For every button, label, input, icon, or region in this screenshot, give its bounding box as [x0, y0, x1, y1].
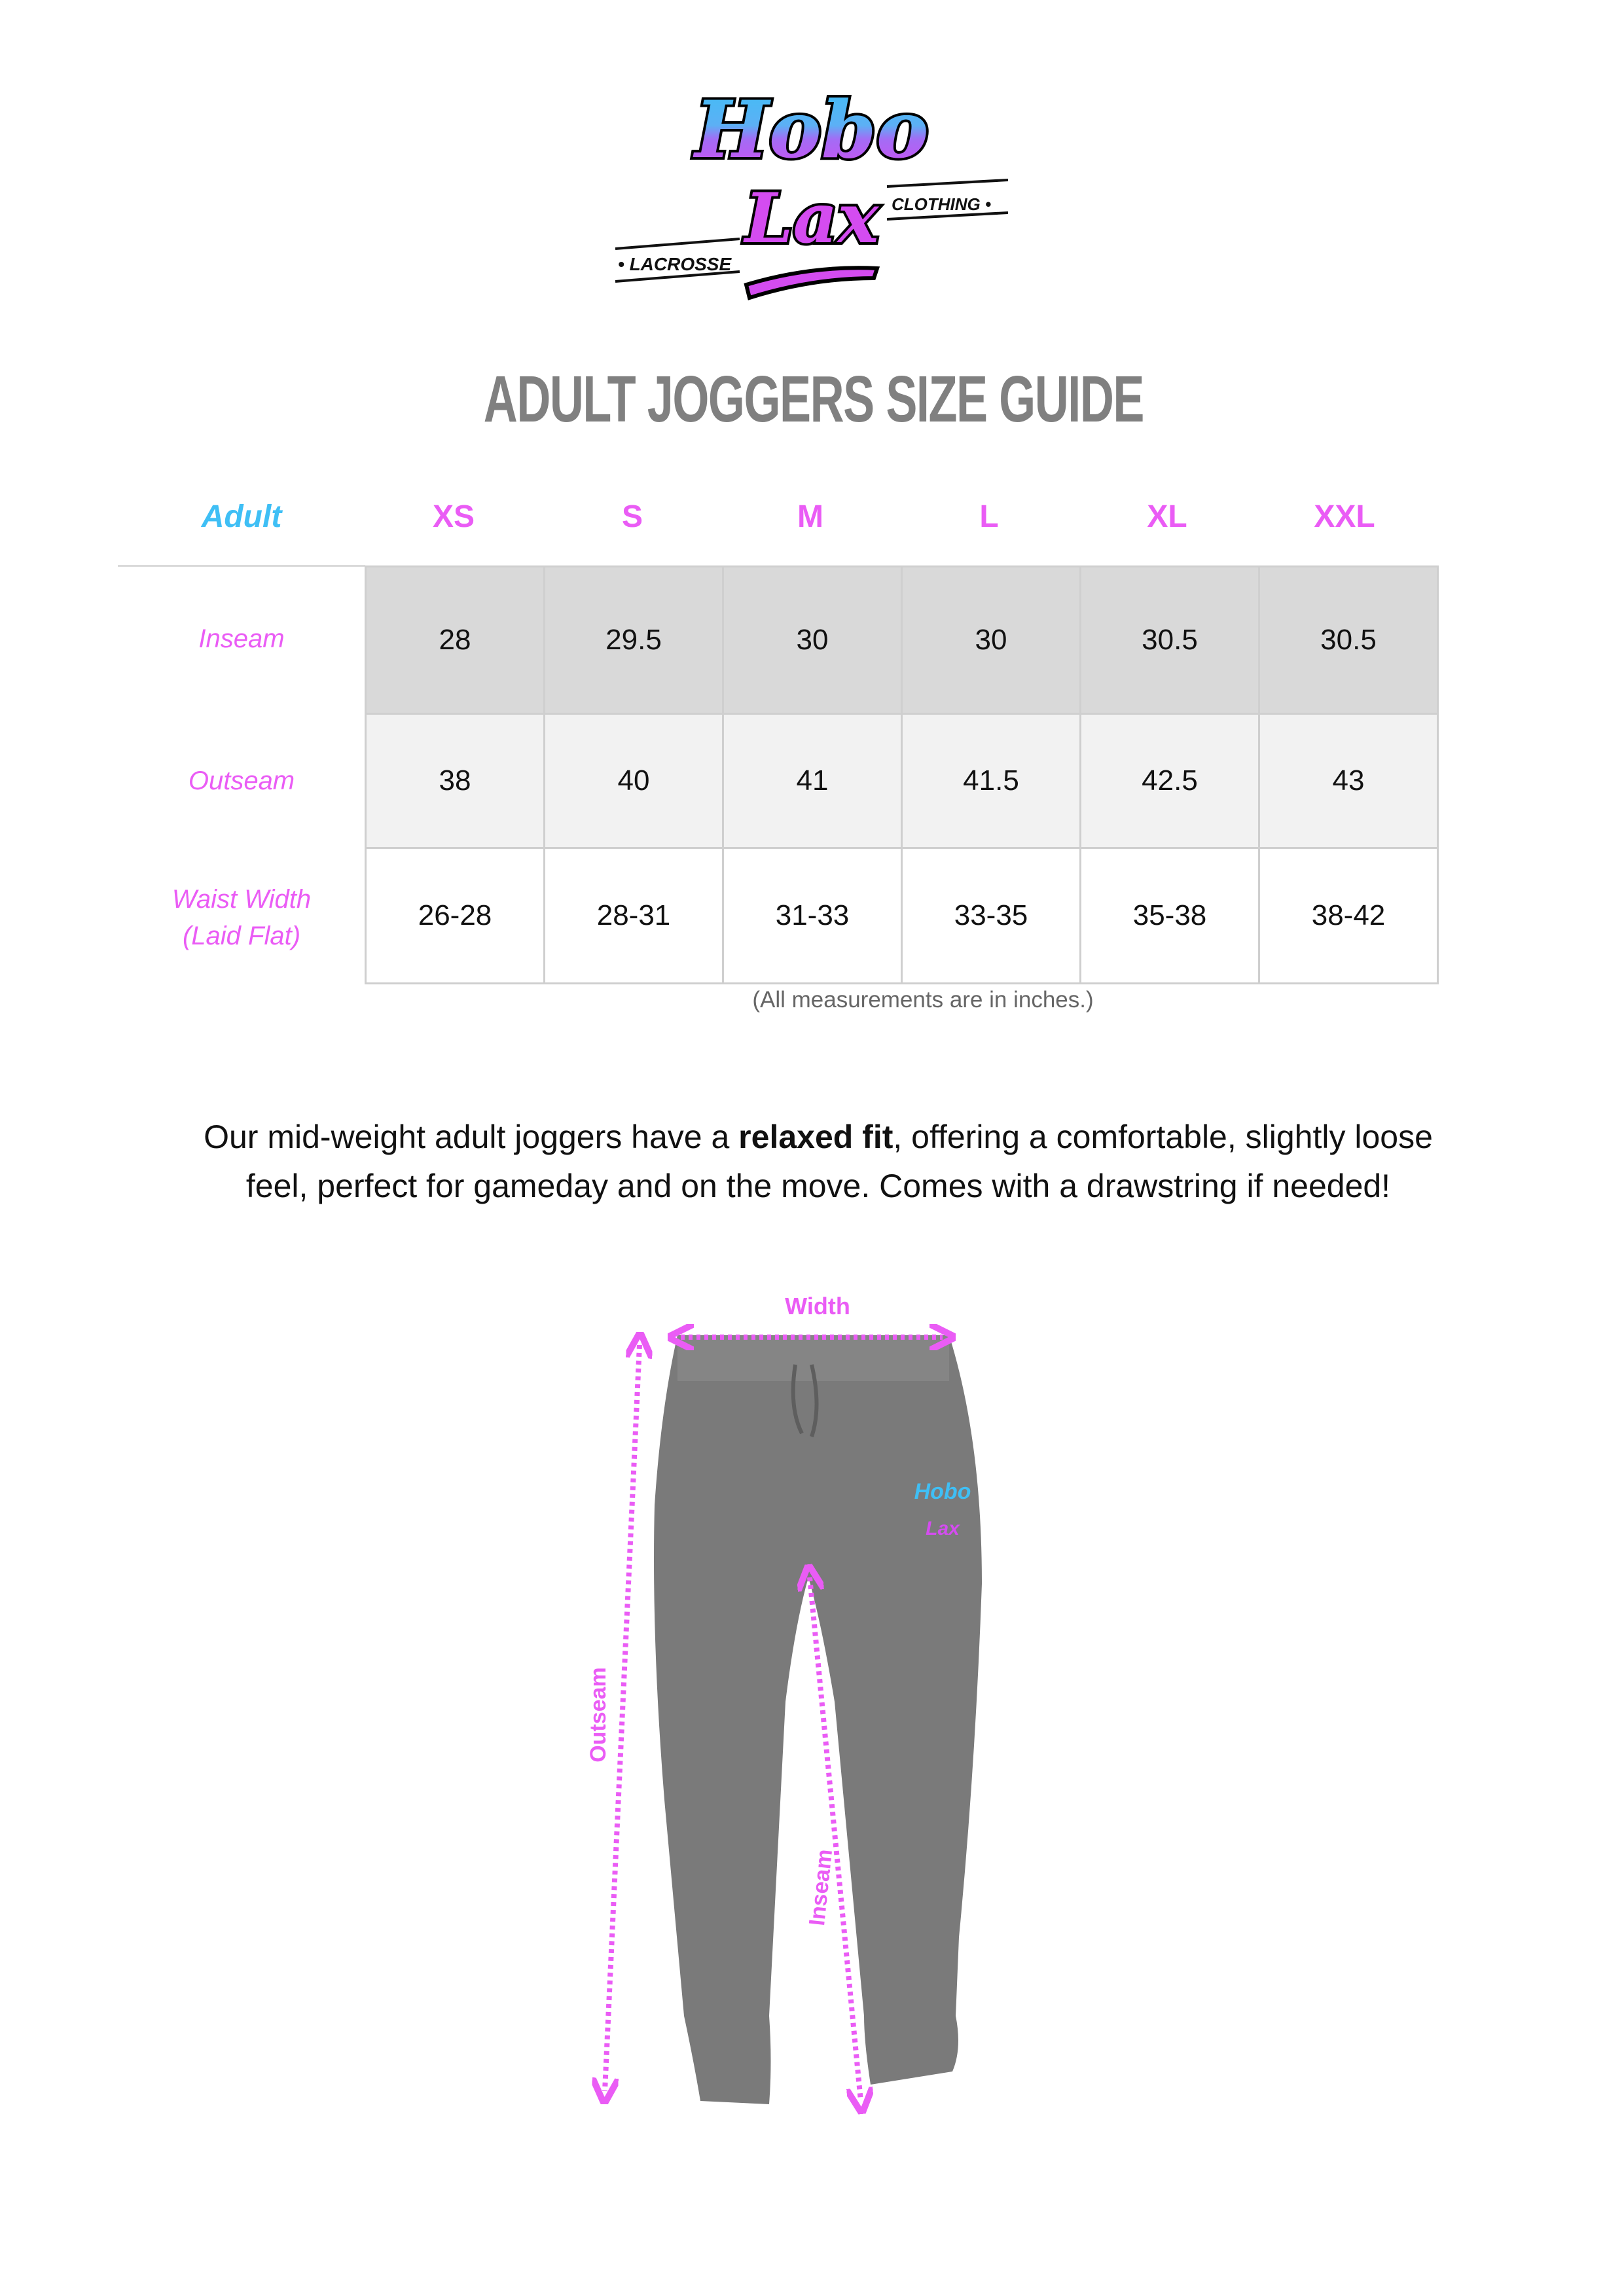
description: Our mid-weight adult joggers have a rela…: [190, 1113, 1447, 1211]
svg-text:• LACROSSE: • LACROSSE: [618, 254, 732, 274]
row-label-inseam: Inseam: [198, 624, 285, 653]
outseam-label: Outseam: [586, 1667, 611, 1763]
table-cell: 30: [722, 565, 903, 715]
table-cell: 41: [722, 713, 903, 849]
table-row-waist: 26-28 28-31 31-33 33-35 35-38 38-42: [365, 847, 1439, 984]
table-cell: 30.5: [1079, 565, 1260, 715]
table-cell: 26-28: [365, 847, 545, 984]
description-text: Our mid-weight adult joggers have a: [204, 1119, 739, 1155]
header-divider: [118, 565, 365, 567]
table-cell: 38: [365, 713, 545, 849]
svg-text:CLOTHING •: CLOTHING •: [892, 194, 991, 214]
table-cell: 41.5: [901, 713, 1081, 849]
table-cell: 28: [365, 565, 545, 715]
inseam-arrow: [810, 1577, 861, 2101]
hobo-lax-logo: • LACROSSE CLOTHING • Hobo Lax: [615, 81, 1008, 300]
pants-logo: Hobo: [914, 1479, 971, 1504]
table-cell: 30: [901, 565, 1081, 715]
drawstring: [791, 1364, 819, 1437]
size-header-xs: XS: [432, 499, 475, 534]
size-header-xxl: XXL: [1314, 499, 1375, 534]
table-row-outseam: 38 40 41 41.5 42.5 43: [365, 713, 1439, 849]
row-label-outseam: Outseam: [188, 766, 295, 795]
table-cell: 28-31: [543, 847, 724, 984]
table-cell: 43: [1258, 713, 1439, 849]
table-cell: 33-35: [901, 847, 1081, 984]
page-title: ADULT JOGGERS SIZE GUIDE: [483, 363, 1145, 436]
svg-text:Lax: Lax: [743, 177, 880, 259]
size-table: 28 29.5 30 30 30.5 30.5 38 40 41 41.5 42.5 43 26-2…: [365, 565, 1439, 984]
width-label: Width: [785, 1293, 850, 1319]
table-cell: 29.5: [543, 565, 724, 715]
joggers-diagram: Hobo Lax Width Outseam Inseam: [586, 1293, 982, 2134]
size-header-xl: XL: [1147, 499, 1187, 534]
pants-logo-lax: Lax: [926, 1518, 960, 1539]
description-bold: relaxed fit: [738, 1119, 893, 1155]
size-header-m: M: [797, 499, 823, 534]
table-cell: 42.5: [1079, 713, 1260, 849]
description-text-end: , offering a comfortable, slightly loose…: [245, 1119, 1433, 1204]
table-cell: 31-33: [722, 847, 903, 984]
table-cell: 30.5: [1258, 565, 1439, 715]
table-cell: 35-38: [1079, 847, 1260, 984]
table-row-inseam: 28 29.5 30 30 30.5 30.5: [365, 565, 1439, 715]
waist-label-line1: Waist Width: [171, 885, 312, 914]
table-cell: 38-42: [1258, 847, 1439, 984]
row-label-waist: Waist Width (Laid Flat): [118, 881, 365, 954]
inseam-label: Inseam: [804, 1848, 837, 1928]
size-header-s: S: [621, 499, 643, 534]
measurement-note: (All measurements are in inches.): [752, 987, 1094, 1013]
svg-text:Hobo: Hobo: [693, 84, 928, 176]
corner-label: Adult: [201, 499, 282, 534]
table-cell: 40: [543, 713, 724, 849]
outseam-arrow: [605, 1345, 640, 2091]
waist-label-line2: (Laid Flat): [182, 922, 301, 950]
size-header-l: L: [979, 499, 999, 534]
pants-shape: [654, 1335, 982, 2104]
